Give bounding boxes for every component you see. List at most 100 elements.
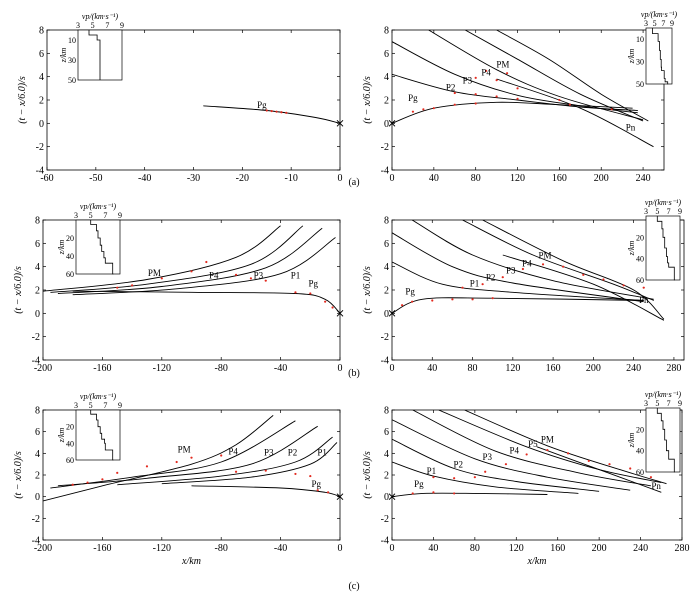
observed-pick (562, 265, 565, 268)
observed-pick (649, 476, 653, 479)
model-curve-p1 (72, 237, 336, 296)
x-tick-label: 0 (390, 363, 395, 374)
x-tick-label: 200 (586, 363, 601, 374)
observed-pick (249, 277, 252, 280)
inset-x-tick-label: 3 (74, 211, 78, 220)
observed-pick (566, 452, 570, 455)
source-marker (388, 119, 396, 127)
x-tick-label: 240 (626, 363, 641, 374)
model-curve-pn (536, 446, 662, 493)
inset-x-tick-label: 9 (670, 19, 674, 28)
y-tick-label: 6 (39, 49, 44, 60)
observed-pick (474, 93, 477, 96)
model-curve-p2 (117, 436, 333, 486)
model-curve-pg (191, 485, 340, 498)
observed-pick (453, 91, 456, 95)
x-tick-label: 120 (510, 173, 525, 184)
x-tick-label: 280 (666, 363, 681, 374)
y-axis-label: (t − x/6.0)/s (362, 266, 373, 314)
observed-pick (602, 278, 605, 281)
x-tick-label: 160 (550, 543, 565, 554)
axes-frame (391, 29, 665, 171)
y-tick-label: -4 (381, 536, 389, 547)
phase-label: Pn (639, 295, 649, 305)
model-curve-p3 (392, 73, 638, 111)
observed-pick (495, 79, 498, 82)
phase-label: P1 (427, 466, 437, 476)
x-tick-label: 80 (468, 363, 478, 374)
observed-pick (484, 470, 487, 473)
phase-label: Pg (414, 479, 424, 489)
inset-y-tick-label: 30 (68, 56, 76, 65)
inset-y-tick-label: 40 (636, 255, 644, 264)
inset-side-label: z/km (57, 239, 66, 255)
source-marker (336, 119, 344, 127)
velocity-profile-line (652, 28, 669, 85)
observed-pick (453, 492, 456, 495)
x-tick-label: 80 (471, 173, 481, 184)
x-tick-label: 0 (338, 173, 343, 184)
y-axis-label: (t − x/6.0)/s (362, 451, 373, 499)
observed-pick (175, 460, 178, 464)
x-tick-label: -120 (153, 363, 171, 374)
model-curve-pg (203, 105, 340, 124)
model-curve-pg (392, 297, 644, 314)
x-tick-label: -160 (93, 543, 111, 554)
observed-pick (610, 108, 613, 111)
inset-side-label: z/km (627, 48, 636, 64)
inset-y-tick-label: 20 (636, 233, 644, 242)
x-tick-label: 0 (338, 543, 343, 554)
x-tick-label: -50 (89, 173, 102, 184)
observed-pick (558, 98, 561, 102)
observed-pick (642, 286, 645, 289)
inset-frame (645, 407, 681, 473)
model-curve-p1 (161, 442, 338, 485)
observed-pick (504, 463, 508, 466)
inset-y-tick-label: 60 (636, 468, 644, 477)
inset-y-tick-label: 60 (66, 270, 74, 279)
y-tick-label: -4 (32, 356, 40, 367)
observed-pick (481, 283, 484, 286)
panel-b-right: 0 40 80 120 160 200 240 280 -4 -2 0 2 4 6 8 (t − x/6.0)… (362, 198, 685, 374)
observed-pick (327, 491, 330, 494)
x-tick-label: 40 (428, 543, 438, 554)
y-tick-label: -4 (36, 166, 44, 177)
model-curve-p1 (392, 461, 579, 494)
y-tick-label: 0 (384, 492, 389, 503)
y-tick-label: 4 (384, 449, 389, 460)
observed-pick (275, 110, 278, 113)
observed-pick (516, 87, 519, 90)
observed-pick (205, 260, 208, 264)
source-marker (336, 309, 344, 317)
curves-c-left (43, 415, 340, 502)
observed-pick (422, 108, 425, 111)
inset-side-label: z/km (627, 432, 636, 448)
model-curve-pn (502, 254, 665, 321)
model-curve-p4 (392, 41, 638, 114)
phase-label: Pg (311, 479, 321, 489)
model-curve (496, 30, 649, 122)
source-marker (388, 309, 396, 317)
panel-b-left: -200 -160 -120 -80 -40 0 -4 -2 0 2 4 6 8 (t − x/6.0)/… (13, 202, 344, 374)
observed-pick (234, 273, 238, 276)
x-tick-label: 80 (470, 543, 480, 554)
observed-pick (505, 72, 509, 75)
model-curve-p4 (462, 220, 654, 301)
caption-b: (b) (348, 368, 360, 379)
inset-y-tick-label: 20 (66, 423, 74, 432)
inset-frame (75, 409, 121, 461)
observed-pick (608, 463, 611, 466)
observed-pick (474, 76, 477, 79)
phase-label: Pg (309, 279, 319, 289)
observed-pick (516, 97, 519, 100)
inset-x-tick-label: 9 (118, 401, 122, 410)
observed-pick (432, 476, 435, 479)
y-tick-label: 6 (384, 427, 389, 438)
y-tick-label: -2 (32, 514, 40, 525)
inset-y-tick-label: 10 (68, 36, 76, 45)
phase-label: Pn (626, 122, 636, 132)
observed-pick (160, 277, 163, 280)
y-tick-label: -2 (32, 332, 40, 343)
y-tick-label: 4 (39, 72, 44, 83)
model-curve-p5 (438, 410, 662, 484)
